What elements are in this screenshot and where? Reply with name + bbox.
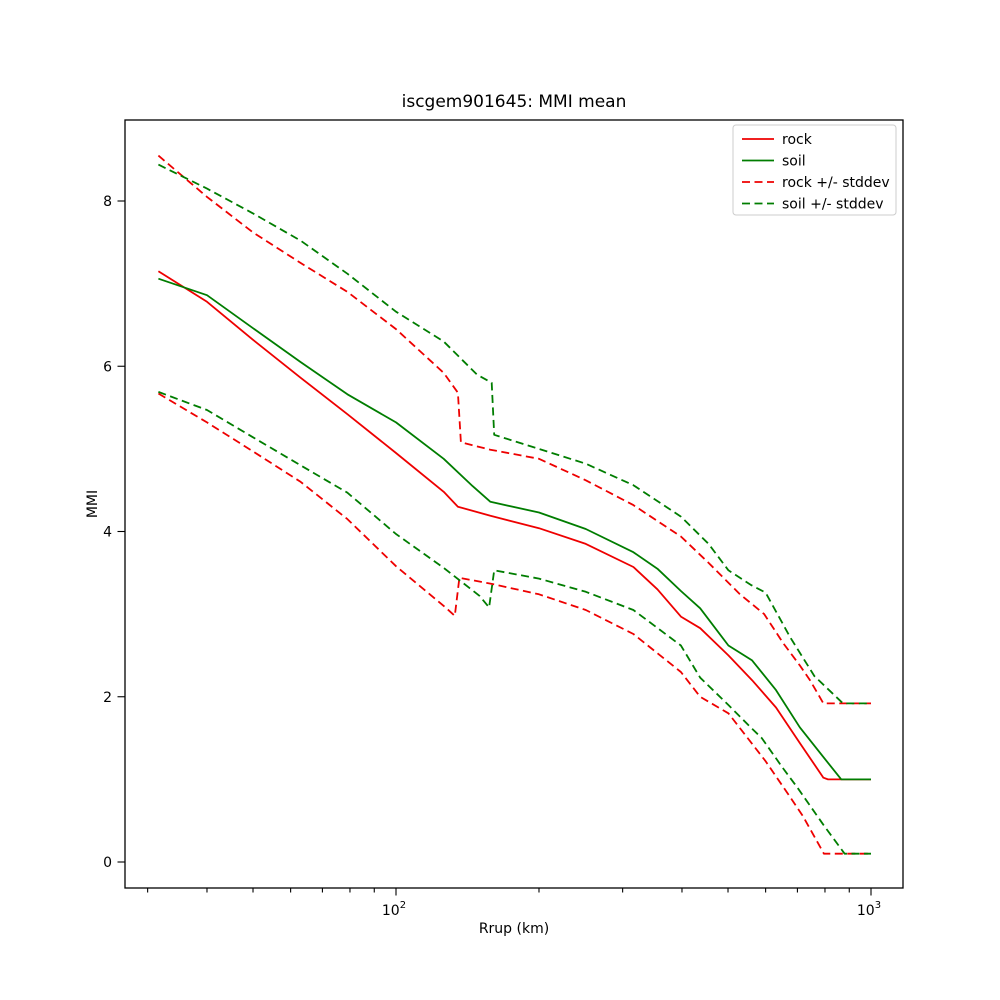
y-tick-label: 4 [103,525,112,541]
y-tick-label: 6 [103,359,112,375]
series-soil-minus-stddev [158,391,871,855]
series-rock-minus-stddev [157,392,871,855]
legend-label: rock [782,132,813,148]
plot-border [124,119,904,889]
x-axis-label: Rrup (km) [479,921,549,937]
series-rock-plus-stddev [157,154,871,705]
series-rock-mean [157,270,871,781]
y-axis-label: MMI [85,490,101,518]
legend-label: soil [782,154,806,170]
legend-label: soil +/- stddev [782,197,884,213]
y-axis-ticks: 0 2 4 6 8 [103,194,125,871]
y-tick-label: 2 [103,690,112,706]
x-tick-label: 102 [382,900,406,919]
legend: rock soil rock +/- stddev soil +/- stddev [732,124,897,216]
series-soil-mean [158,277,871,781]
y-tick-label: 8 [103,194,112,210]
series-lines [157,154,871,855]
plot-generated: 102 103 0 2 4 6 8 rock soil rock +/- stddev soil +… [103,119,904,919]
y-tick-label: 0 [103,855,112,871]
legend-box [732,124,897,216]
chart-title: iscgem901645: MMI mean [402,92,627,112]
series-soil-plus-stddev [158,163,871,705]
legend-label: rock +/- stddev [782,175,890,191]
x-tick-label: 103 [857,900,881,919]
x-axis-ticks: 102 103 [147,888,881,919]
